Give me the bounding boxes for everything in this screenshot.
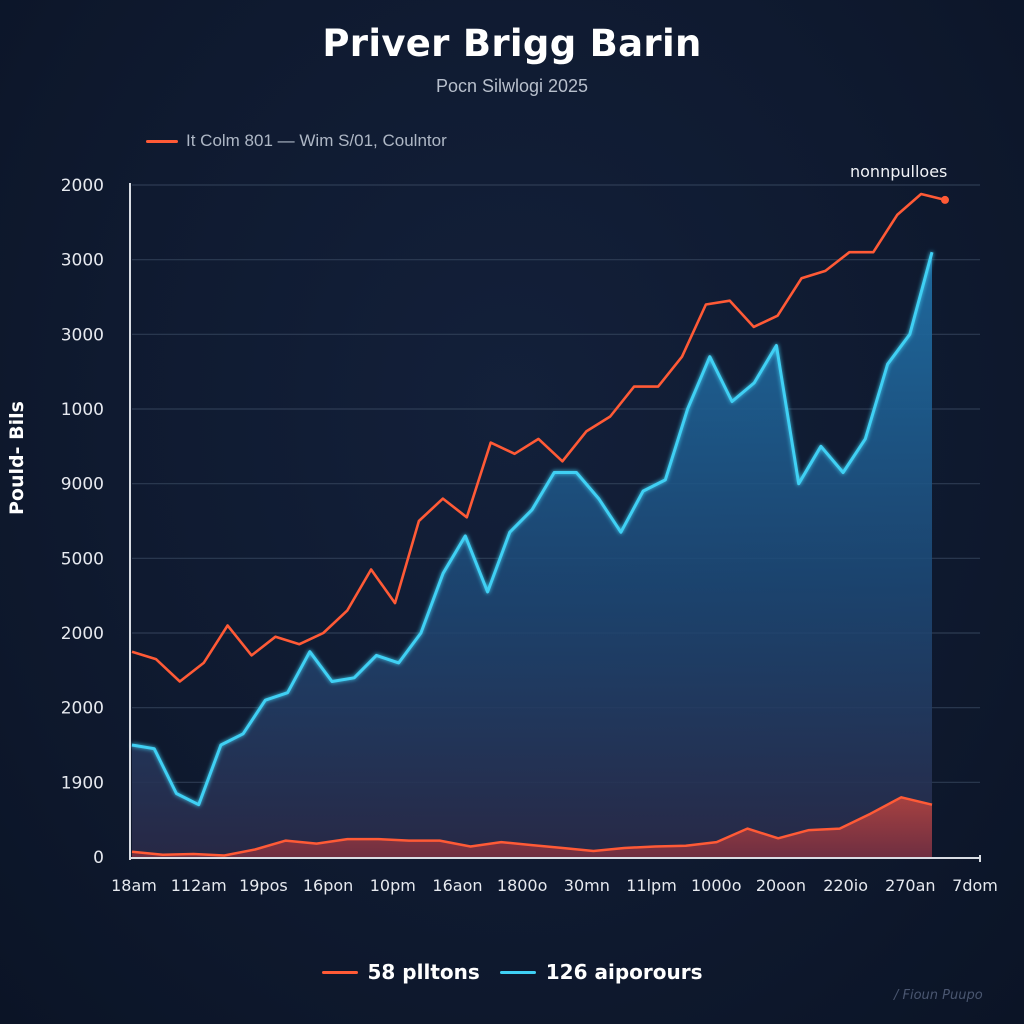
- y-tick-label: 2000: [61, 699, 104, 719]
- x-tick-label: 20oon: [756, 876, 806, 895]
- y-tick-labels: 0 1900 2000 2000 5000 9000 1000 3000 3000 2000: [61, 176, 104, 868]
- series-line-red: [131, 192, 946, 683]
- x-tick-label: 16pon: [303, 876, 353, 895]
- x-tick-label: 16aon: [432, 876, 482, 895]
- x-tick-labels: 18am 112am 19pos 16pon 10pm 16aon 1800o 30mn 11l…: [111, 876, 998, 895]
- y-tick-label: 5000: [61, 549, 104, 569]
- y-tick-label: 0: [93, 848, 104, 868]
- legend-swatch-red: [321, 970, 358, 974]
- legend-item-red[interactable]: 58 plltons: [321, 960, 480, 984]
- x-tick-label: 220io: [823, 876, 868, 895]
- x-tick-label: 270an: [885, 876, 935, 895]
- chart-title: Priver Brigg Barin: [322, 22, 702, 65]
- y-tick-label: 3000: [61, 251, 104, 271]
- x-tick-label: 11lpm: [626, 876, 677, 895]
- x-tick-label: 10pm: [370, 876, 416, 895]
- top-legend: It Colm 801 — Wim S/01, Coulntor: [146, 131, 447, 151]
- y-tick-label: 1900: [61, 773, 104, 793]
- x-tick-label: 19pos: [239, 876, 288, 895]
- x-tick-label: 112am: [171, 876, 227, 895]
- x-tick-label: 1000o: [691, 876, 742, 895]
- top-legend-label: It Colm 801 — Wim S/01, Coulntor: [186, 131, 447, 150]
- y-tick-label: 3000: [61, 325, 104, 345]
- top-legend-swatch: [146, 139, 178, 143]
- x-tick-label: 18am: [111, 876, 157, 895]
- area-fill-blue: [132, 252, 932, 857]
- x-tick-label: 1800o: [497, 876, 548, 895]
- x-tick-label: 7dom: [952, 876, 998, 895]
- y-tick-label: 1000: [61, 400, 104, 420]
- legend-swatch-blue: [499, 970, 536, 974]
- y-tick-label: 2000: [61, 624, 104, 644]
- legend-label-red: 58 plltons: [367, 960, 480, 984]
- x-tick-label: 30mn: [564, 876, 610, 895]
- image-credit: / Fioun Puupo: [894, 988, 983, 1003]
- y-tick-label: 9000: [61, 475, 104, 495]
- y-tick-label: 2000: [61, 176, 104, 196]
- series-line-baseline: [131, 796, 933, 857]
- chart-annotation: nonnpulloes: [850, 162, 948, 181]
- legend-label-blue: 126 aiporours: [545, 960, 703, 984]
- bottom-legend: 58 plltons 126 aiporours: [0, 960, 1024, 984]
- series-end-marker-red: [941, 195, 949, 204]
- series-layer: [131, 192, 949, 857]
- legend-item-blue[interactable]: 126 aiporours: [499, 960, 703, 984]
- chart-subtitle: Pocn Silwlogi 2025: [435, 76, 589, 96]
